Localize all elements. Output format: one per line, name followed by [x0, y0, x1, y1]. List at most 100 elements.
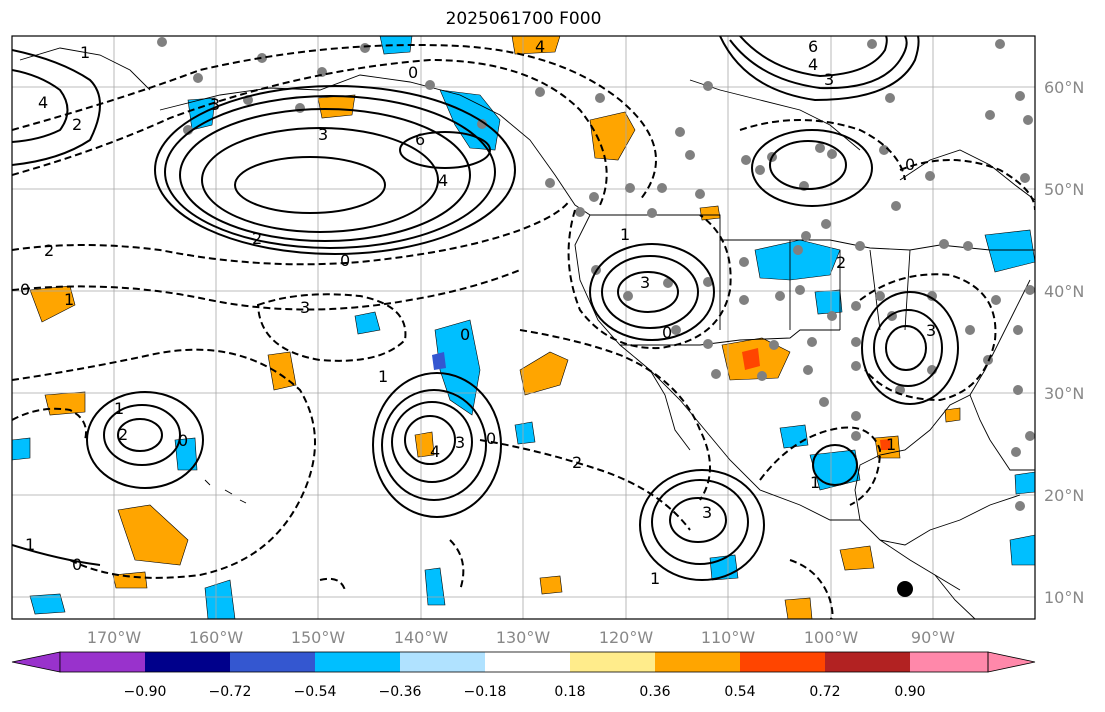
blue-patch-south2	[424, 567, 446, 606]
orange-patch-central-am	[839, 545, 875, 571]
colorbar-bin	[825, 652, 910, 672]
dashed-contours	[12, 44, 1035, 619]
contour-label: 3	[210, 95, 220, 114]
map-title: 2025061700 F000	[445, 9, 602, 29]
contour-label: 1	[64, 290, 74, 309]
contour-label: 0	[408, 63, 418, 82]
contour-label: 3	[300, 298, 310, 317]
lon-label: 90°W	[911, 628, 955, 647]
orange-patch-tiny	[944, 407, 961, 423]
latitude-labels: 60°N 50°N 40°N 30°N 20°N 10°N	[1044, 78, 1084, 607]
contour-label: 0	[340, 251, 350, 270]
colorbar-bin	[400, 652, 485, 672]
longitude-labels: 170°W 160°W 150°W 140°W 130°W 120°W 110°…	[87, 628, 955, 647]
contour-label: 6	[808, 37, 818, 56]
contour-label: 1	[810, 473, 820, 492]
contour-label: 4	[438, 171, 448, 190]
colorbar-tick-label: −0.72	[209, 684, 252, 700]
contour-label: 2	[118, 425, 128, 444]
contour-label: 2	[572, 453, 582, 472]
blue-patch-gulf	[779, 424, 809, 449]
blue-patch-sw	[29, 593, 66, 615]
contour-label: 2	[72, 115, 82, 134]
contour-label: 3	[455, 433, 465, 452]
lat-label: 10°N	[1044, 588, 1084, 607]
contour-label: 4	[808, 55, 818, 74]
contour-label: 0	[905, 155, 915, 174]
contour-label: 3	[824, 70, 834, 89]
colorbar-tick-label: −0.90	[124, 684, 167, 700]
lat-label: 50°N	[1044, 180, 1084, 199]
lat-label: 20°N	[1044, 486, 1084, 505]
orange-patch-baja	[519, 351, 569, 396]
solid-contours	[12, 36, 959, 581]
contour-label: 3	[640, 273, 650, 292]
orange-patch-bottom	[784, 597, 813, 619]
lon-label: 140°W	[394, 628, 449, 647]
colorbar-bin	[485, 652, 570, 672]
lon-label: 170°W	[87, 628, 142, 647]
contour-label: 1	[650, 569, 660, 588]
colorbar-bin	[145, 652, 230, 672]
lon-label: 100°W	[804, 628, 859, 647]
contour-label: 1	[25, 535, 35, 554]
blue-patch-midpacific	[434, 319, 481, 416]
station-markers	[157, 37, 1035, 511]
colorbar-bin	[570, 652, 655, 672]
colorbar-tick-label: 0.72	[809, 684, 840, 700]
contour-label: 3	[702, 503, 712, 522]
contour-labels: 1 3 2 4 6 3 2 0 2 0 3 1 4 3 1 0 2 0 1 3 …	[20, 37, 936, 588]
contour-label: 1	[378, 367, 388, 386]
colorbar-frame	[59, 651, 989, 673]
map-border	[11, 35, 1036, 620]
blue-patch-south	[204, 579, 236, 619]
lon-label: 110°W	[701, 628, 756, 647]
contour-label: 4	[38, 93, 48, 112]
contour-label: 1	[114, 399, 124, 418]
contour-label: 2	[836, 253, 846, 272]
contour-label: 0	[178, 431, 188, 450]
blue-patch-caribbean	[1014, 471, 1035, 495]
orange-patch-south	[117, 504, 189, 566]
darkblue-patch	[432, 352, 446, 370]
contour-label: 0	[662, 323, 672, 342]
orange-patch-small	[699, 205, 721, 221]
shaded-field	[12, 36, 1035, 619]
lat-label: 40°N	[1044, 282, 1084, 301]
blue-patch-mid	[514, 421, 536, 445]
blue-patch-alaska	[439, 89, 501, 151]
blue-patch-hawaii	[174, 437, 198, 471]
contour-label: 0	[486, 429, 496, 448]
contour-label: 1	[80, 43, 90, 62]
orange-patch-mid	[414, 431, 435, 458]
contour-label: 1	[620, 225, 630, 244]
contour-label: 2	[44, 241, 54, 260]
contour-label: 4	[430, 442, 440, 461]
colorbar-tick-label: −0.54	[294, 684, 337, 700]
blue-patch-edge	[12, 437, 31, 461]
red-patch-gulf	[880, 439, 890, 450]
lat-label: 60°N	[1044, 78, 1084, 97]
contour-label: 3	[318, 125, 328, 144]
colorbar-bin	[60, 652, 145, 672]
colorbar: −0.90 −0.72 −0.54 −0.36 −0.18 0.18 0.36 …	[11, 651, 1036, 700]
contour-label: 3	[926, 321, 936, 340]
blue-patch-mexico	[809, 449, 861, 491]
lon-label: 120°W	[599, 628, 654, 647]
colorbar-tick-label: 0.54	[724, 684, 755, 700]
graticule	[12, 36, 1035, 619]
orange-patch-gulf-ak	[317, 94, 356, 119]
colorbar-tick-label: 0.18	[554, 684, 585, 700]
colorbar-tick-label: −0.36	[379, 684, 422, 700]
contour-label: 4	[535, 37, 545, 56]
contour-label: 1	[886, 435, 896, 454]
colorbar-upper-extension	[987, 651, 1036, 673]
colorbar-bin	[740, 652, 825, 672]
colorbar-bin	[230, 652, 315, 672]
lon-label: 130°W	[496, 628, 551, 647]
colorbar-tick-label: 0.36	[639, 684, 670, 700]
colorbar-lower-extension	[11, 651, 61, 673]
marker-black-dot	[897, 581, 913, 597]
contour-label: 0	[460, 325, 470, 344]
